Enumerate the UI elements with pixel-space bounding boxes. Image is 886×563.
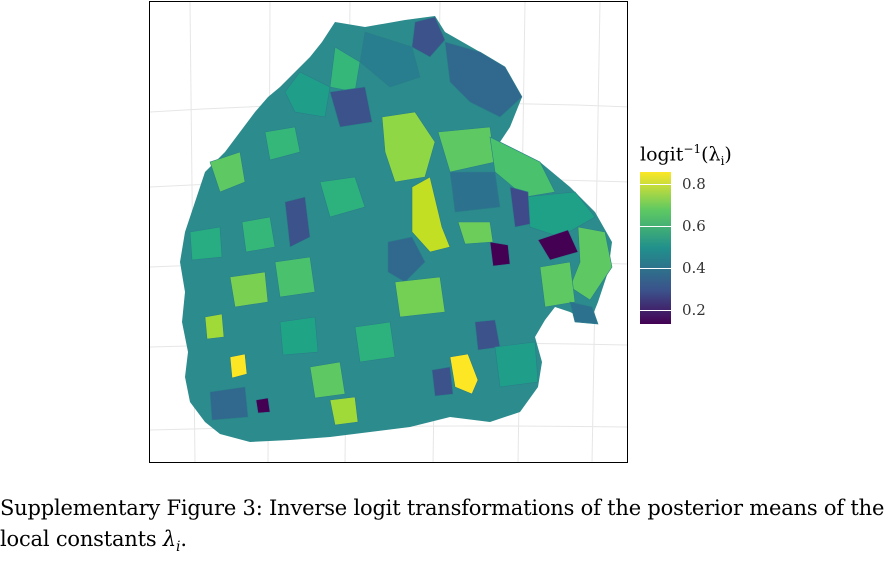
- region: [457, 221, 494, 245]
- legend-tick: [640, 226, 671, 227]
- legend-tick-label: 0.8: [682, 175, 706, 193]
- region: [229, 353, 248, 379]
- region: [394, 276, 446, 318]
- regions: [189, 16, 613, 426]
- region: [569, 226, 613, 301]
- region: [319, 176, 366, 218]
- region: [489, 136, 556, 198]
- legend-colorbar: [640, 172, 671, 324]
- region: [329, 86, 373, 128]
- region: [209, 386, 249, 421]
- region: [241, 216, 276, 253]
- legend-title: logit−1(λi): [640, 142, 732, 169]
- region: [189, 226, 223, 261]
- region: [449, 171, 501, 213]
- legend-tick: [640, 268, 671, 269]
- figure-caption: Supplementary Figure 3: Inverse logit tr…: [0, 493, 886, 563]
- legend-tick: [640, 184, 671, 185]
- legend-tick-label: 0.2: [682, 301, 706, 319]
- caption-line-1: Supplementary Figure 3: Inverse logit tr…: [0, 496, 885, 520]
- map-panel: [149, 1, 628, 463]
- region: [284, 71, 331, 118]
- choropleth-map: [150, 2, 627, 462]
- region: [494, 341, 539, 388]
- region: [229, 271, 269, 308]
- region: [444, 41, 523, 118]
- region: [537, 229, 579, 261]
- region: [359, 31, 421, 88]
- region: [509, 186, 531, 228]
- region: [354, 321, 396, 363]
- region: [387, 236, 426, 283]
- region: [204, 313, 225, 340]
- region: [431, 366, 454, 397]
- legend: logit−1(λi) 0.8 0.6 0.4 0.2: [640, 142, 760, 332]
- legend-tick: [640, 310, 671, 311]
- region: [279, 316, 319, 356]
- region: [489, 241, 511, 267]
- caption-line-2: local constants λi.: [0, 527, 187, 556]
- legend-tick-label: 0.6: [682, 217, 706, 235]
- region: [569, 301, 599, 325]
- region: [411, 16, 446, 58]
- region: [309, 361, 346, 399]
- region: [329, 396, 359, 426]
- region: [274, 256, 316, 298]
- legend-tick-label: 0.4: [682, 259, 706, 277]
- region: [284, 196, 311, 248]
- region: [255, 397, 271, 414]
- region: [209, 151, 246, 193]
- region: [264, 126, 301, 161]
- region: [381, 111, 436, 183]
- region: [411, 176, 451, 253]
- region: [449, 353, 479, 395]
- region: [539, 261, 576, 308]
